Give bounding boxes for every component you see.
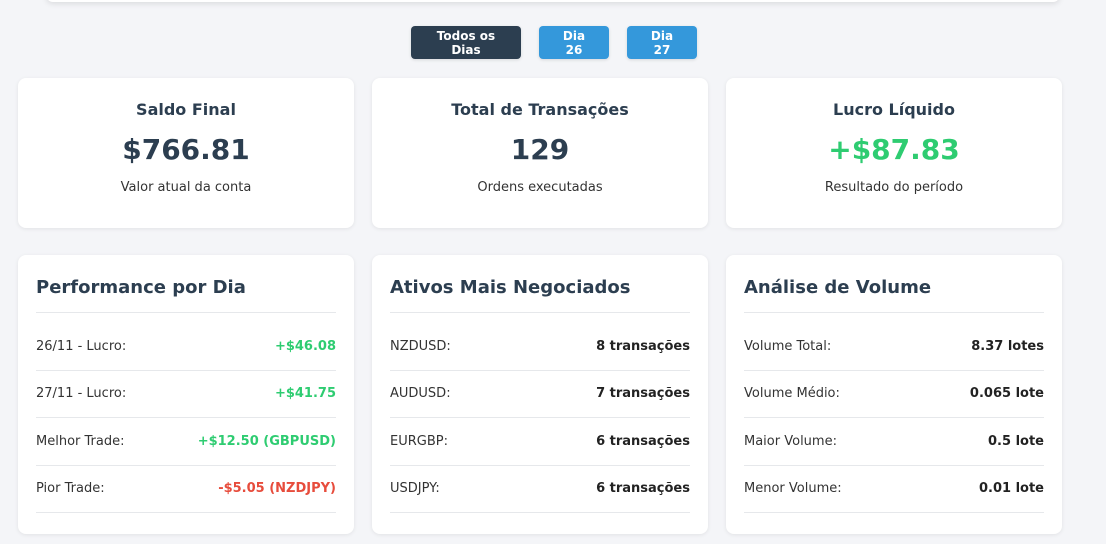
performance-row: Melhor Trade: +$12.50 (GBPUSD) [36,418,336,466]
row-value: 0.5 lote [988,433,1044,449]
volume-row: Menor Volume: 0.01 lote [744,466,1044,513]
top-panel-edge [46,0,1060,2]
asset-row: USDJPY: 6 transações [390,466,690,513]
transactions-card: Total de Transações 129 Ordens executada… [372,78,708,228]
profit-value: +$87.83 [828,133,960,166]
row-label: NZDUSD: [390,338,451,354]
balance-title: Saldo Final [136,100,236,119]
row-label: 26/11 - Lucro: [36,338,127,354]
row-label: Maior Volume: [744,433,837,449]
row-label: Pior Trade: [36,481,105,497]
assets-card: Ativos Mais Negociados NZDUSD: 8 transaç… [372,255,708,534]
row-label: EURGBP: [390,433,448,449]
transactions-subtitle: Ordens executadas [477,180,603,195]
profit-subtitle: Resultado do período [824,180,964,195]
row-label: Volume Médio: [744,386,840,402]
performance-row: 27/11 - Lucro: +$41.75 [36,371,336,418]
performance-title: Performance por Dia [36,255,336,313]
asset-row: AUDUSD: 7 transações [390,371,690,418]
volume-card: Análise de Volume Volume Total: 8.37 lot… [726,255,1062,534]
filter-all-days-button[interactable]: Todos os Dias [411,26,521,59]
row-value: 6 transações [596,481,690,497]
performance-row: 26/11 - Lucro: +$46.08 [36,323,336,371]
balance-value: $766.81 [122,133,250,166]
volume-row: Maior Volume: 0.5 lote [744,418,1044,466]
volume-row: Volume Médio: 0.065 lote [744,371,1044,418]
row-label: AUDUSD: [390,386,451,402]
day-filter-bar: Todos os Dias Dia 26 Dia 27 [0,26,1106,59]
row-label: USDJPY: [390,481,440,497]
balance-card: Saldo Final $766.81 Valor atual da conta [18,78,354,228]
asset-row: EURGBP: 6 transações [390,418,690,466]
row-value: 8 transações [596,338,690,354]
filter-day-26-button[interactable]: Dia 26 [539,26,609,59]
row-value: 0.01 lote [978,481,1044,497]
transactions-value: 129 [510,133,570,166]
transactions-title: Total de Transações [451,100,629,119]
volume-row: Volume Total: 8.37 lotes [744,323,1044,371]
volume-title: Análise de Volume [744,255,1044,313]
filter-day-27-button[interactable]: Dia 27 [627,26,697,59]
performance-card: Performance por Dia 26/11 - Lucro: +$46.… [18,255,354,534]
performance-row: Pior Trade: -$5.05 (NZDJPY) [36,466,336,513]
row-value: 8.37 lotes [971,338,1044,354]
row-value: 7 transações [596,386,690,402]
asset-row: NZDUSD: 8 transações [390,323,690,371]
row-label: Volume Total: [744,338,832,354]
row-value: +$41.75 [274,386,336,402]
row-value: 0.065 lote [969,386,1044,402]
row-label: 27/11 - Lucro: [36,386,127,402]
balance-subtitle: Valor atual da conta [120,180,252,195]
row-value: +$12.50 (GBPUSD) [197,433,336,449]
row-value: 6 transações [596,433,690,449]
assets-title: Ativos Mais Negociados [390,255,690,313]
row-value: -$5.05 (NZDJPY) [218,481,336,497]
profit-card: Lucro Líquido +$87.83 Resultado do perío… [726,78,1062,228]
row-value: +$46.08 [274,338,336,354]
row-label: Menor Volume: [744,481,842,497]
profit-title: Lucro Líquido [833,100,955,119]
row-label: Melhor Trade: [36,433,125,449]
